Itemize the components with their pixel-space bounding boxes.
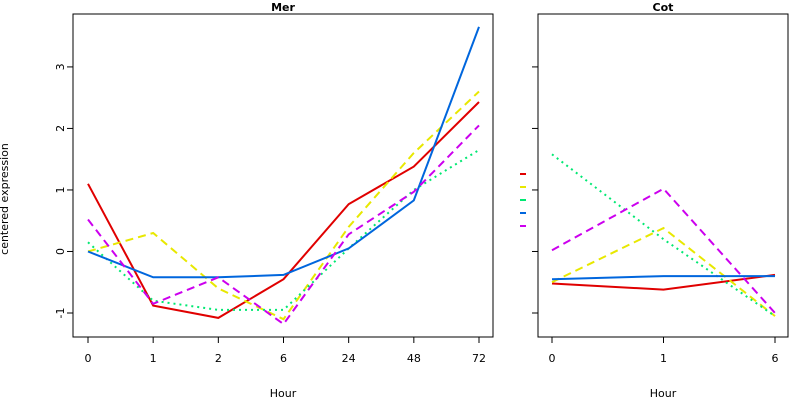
y-tick-label: 1: [54, 186, 67, 193]
x-tick-label: 0: [549, 352, 556, 365]
y-tick-label: 0: [54, 248, 67, 255]
panel-cot: Cot Hour 0 1 6: [532, 1, 789, 400]
series-line-3: [551, 153, 776, 317]
series-line-4: [551, 275, 775, 281]
series-line-2: [87, 90, 480, 321]
x-tick-label: 2: [215, 352, 222, 365]
legend: [520, 173, 526, 227]
series-line-2: [551, 226, 776, 317]
panel-mer: Mer Hour -1 0 1 2 3 0 1 2 6 24 48 72: [54, 1, 494, 400]
series-line-5: [551, 187, 776, 314]
x-tick-label: 72: [472, 352, 486, 365]
x-tick-label: 0: [85, 352, 92, 365]
y-tick-label: 3: [54, 63, 67, 70]
x-tick-label: 1: [660, 352, 667, 365]
x-axis-title-cot: Hour: [650, 387, 677, 400]
x-axis-title-mer: Hour: [270, 387, 297, 400]
series-line-5: [87, 124, 480, 326]
x-tick-label: 24: [342, 352, 356, 365]
x-tick-label: 1: [150, 352, 157, 365]
x-tick-label: 6: [772, 352, 779, 365]
y-tick-label: 2: [54, 125, 67, 132]
series-line-1: [551, 273, 776, 291]
plot-frame: [537, 13, 789, 338]
x-tick-label: 6: [280, 352, 287, 365]
x-tick-label: 48: [407, 352, 421, 365]
series-line-1: [87, 101, 480, 319]
y-tick-label: -1: [54, 308, 67, 319]
y-axis-title: centered expression: [0, 143, 11, 255]
panel-title-cot: Cot: [653, 1, 674, 14]
series-line-4: [87, 26, 480, 279]
panel-title-mer: Mer: [271, 1, 295, 14]
series-line-3: [87, 149, 480, 311]
